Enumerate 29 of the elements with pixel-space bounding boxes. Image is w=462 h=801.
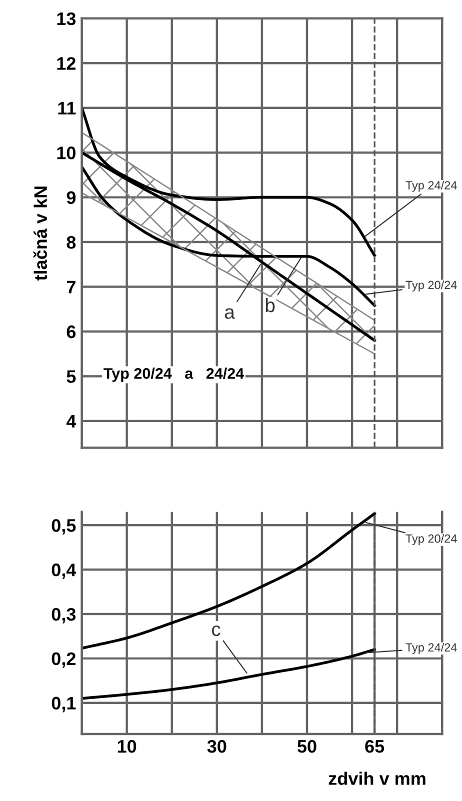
- text: Typ 20/24: [406, 534, 457, 546]
- y-tick-label: 11: [58, 102, 76, 114]
- y-tick-label: 4: [66, 415, 76, 428]
- text: Typ 24/24: [406, 180, 457, 192]
- y-tick-label: 9: [66, 191, 76, 204]
- annotation: b: [266, 298, 275, 312]
- x-tick-label: 50: [298, 740, 316, 753]
- y-tick-label: 0,3: [52, 608, 76, 624]
- annotation: a: [224, 308, 235, 319]
- y-tick-label: 13: [57, 12, 76, 26]
- annotation: c: [212, 625, 220, 636]
- y-tick-label: 5: [66, 370, 76, 383]
- y-tick-label: 12: [57, 57, 76, 70]
- text: Typ 20/24: [406, 280, 457, 292]
- y-tick-label: 8: [66, 236, 76, 249]
- y-tick-label: 10: [57, 146, 76, 160]
- y-tick-label: 0,1: [52, 696, 76, 712]
- y-tick-label: 7: [66, 280, 76, 294]
- x-tick-label: 30: [207, 740, 226, 753]
- annotation: Typ 20/24 a 24/24: [104, 368, 244, 382]
- y-tick-label: 6: [66, 325, 76, 338]
- x-tick-label: 10: [118, 740, 136, 753]
- x-axis-title: zdvih v mm: [328, 772, 426, 785]
- text: Typ 24/24: [406, 642, 457, 654]
- y-axis-title: tlačná v kN: [33, 186, 48, 281]
- x-tick-label: 65: [365, 740, 384, 753]
- y-tick-label: 0,4: [52, 564, 76, 579]
- y-tick-label: 0,5: [52, 519, 76, 535]
- y-tick-label: 0,2: [52, 652, 76, 668]
